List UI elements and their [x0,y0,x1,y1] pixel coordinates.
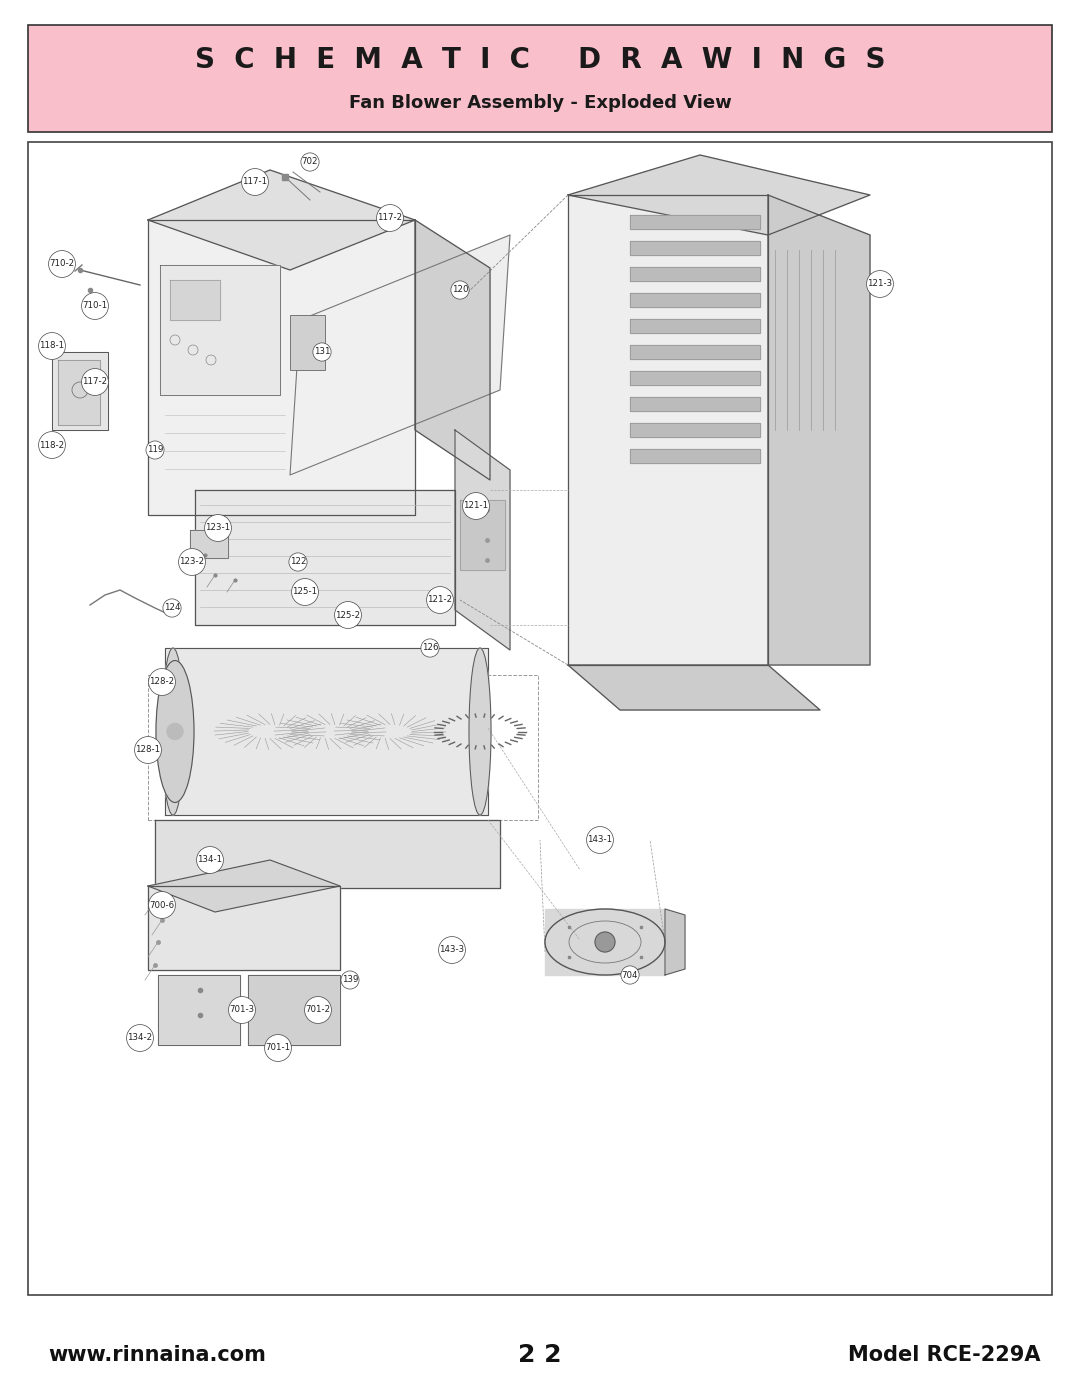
Polygon shape [630,242,760,256]
Text: 118-1: 118-1 [40,341,65,351]
Ellipse shape [156,661,194,802]
Polygon shape [165,648,488,814]
Text: 134-1: 134-1 [198,855,222,865]
Text: 128-1: 128-1 [135,746,161,754]
Text: 700-6: 700-6 [149,901,175,909]
Polygon shape [630,215,760,229]
Polygon shape [455,430,510,650]
Polygon shape [148,170,415,270]
Text: 126: 126 [422,644,438,652]
Bar [291,314,325,370]
Polygon shape [58,360,100,425]
Polygon shape [148,219,415,515]
Text: 131: 131 [314,348,330,356]
Polygon shape [630,372,760,386]
Polygon shape [195,490,455,624]
Polygon shape [52,352,108,430]
Polygon shape [630,423,760,437]
Polygon shape [158,975,240,1045]
Text: 121-1: 121-1 [463,502,488,510]
Circle shape [167,724,183,739]
Text: 143-1: 143-1 [588,835,612,845]
Text: 121-2: 121-2 [428,595,453,605]
Text: 117-2: 117-2 [82,377,108,387]
Polygon shape [460,500,505,570]
Polygon shape [768,196,870,665]
Polygon shape [630,448,760,462]
Text: 143-3: 143-3 [440,946,464,954]
Polygon shape [148,886,340,970]
Text: 121-3: 121-3 [867,279,892,289]
Text: 117-1: 117-1 [242,177,268,187]
Polygon shape [545,909,665,975]
Text: 119: 119 [147,446,163,454]
Circle shape [595,932,615,951]
Text: 124: 124 [164,604,180,612]
Text: 123-2: 123-2 [179,557,204,567]
Text: 704: 704 [622,971,638,979]
Bar [28,25,1052,131]
Text: 701-1: 701-1 [266,1044,291,1052]
Polygon shape [630,319,760,332]
Text: 118-2: 118-2 [40,440,65,450]
Ellipse shape [545,909,665,975]
Polygon shape [568,196,768,665]
Polygon shape [630,293,760,307]
Text: 122: 122 [289,557,307,567]
Text: 702: 702 [301,158,319,166]
Polygon shape [568,155,870,235]
Text: 120: 120 [451,285,469,295]
Text: 2 2: 2 2 [518,1343,562,1368]
Ellipse shape [469,648,491,814]
Polygon shape [630,267,760,281]
Text: 123-1: 123-1 [205,524,230,532]
Text: 125-1: 125-1 [293,588,318,597]
Polygon shape [291,235,510,475]
Polygon shape [190,529,228,557]
Text: S  C  H  E  M  A  T  I  C     D  R  A  W  I  N  G  S: S C H E M A T I C D R A W I N G S [194,46,886,74]
Text: 701-2: 701-2 [306,1006,330,1014]
Text: 701-3: 701-3 [229,1006,255,1014]
Text: 710-2: 710-2 [50,260,75,268]
Polygon shape [248,975,340,1045]
Text: 117-2: 117-2 [377,214,403,222]
Text: 710-1: 710-1 [82,302,108,310]
Polygon shape [568,665,820,710]
Text: 125-2: 125-2 [336,610,361,619]
Polygon shape [630,397,760,411]
Text: Fan Blower Assembly - Exploded View: Fan Blower Assembly - Exploded View [349,94,731,112]
Bar [28,142,1052,1295]
Polygon shape [415,219,490,481]
Polygon shape [665,909,685,975]
Text: 134-2: 134-2 [127,1034,152,1042]
Polygon shape [630,345,760,359]
Ellipse shape [162,648,184,814]
Text: www.rinnaina.com: www.rinnaina.com [48,1345,266,1365]
Text: 139: 139 [341,975,359,985]
Polygon shape [148,861,340,912]
Polygon shape [156,820,500,888]
Text: 128-2: 128-2 [149,678,175,686]
Text: Model RCE-229A: Model RCE-229A [848,1345,1040,1365]
Polygon shape [170,279,220,320]
Polygon shape [160,265,280,395]
Bar [148,675,538,820]
